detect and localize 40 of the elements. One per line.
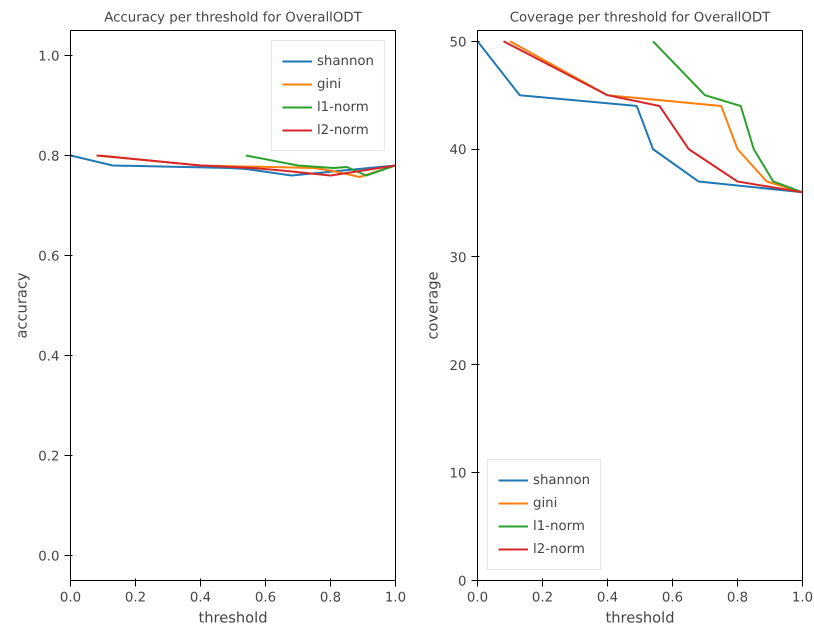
x-tick-label: 0.0 [60,590,82,606]
x-tick-label: 0.4 [596,590,618,606]
chart-title: Accuracy per threshold for OverallODT [104,10,363,26]
y-tick-label: 20 [450,358,467,374]
y-axis-title: accuracy [13,272,30,339]
y-tick-label: 0.2 [38,450,60,464]
y-tick-label: 50 [450,35,467,50]
legend-label: gini [533,496,558,510]
x-axis-title: threshold [605,610,675,626]
x-tick-label: 0.6 [254,590,276,606]
legend-label: l2-norm [533,542,585,556]
y-tick-label: 30 [450,250,467,266]
x-tick-label: 0.8 [726,590,748,606]
legend-label: shannon [316,54,374,68]
y-tick-label: 0.4 [38,350,60,364]
y-tick-label: 0.0 [38,550,60,564]
legend-label: l1-norm [316,100,369,114]
x-tick-label: 1.0 [384,590,406,606]
x-tick-label: 0.6 [662,590,684,606]
x-tick-label: 0.4 [190,590,212,606]
x-axis-title: threshold [198,610,268,626]
x-tick-label: 0.8 [320,590,342,606]
x-tick-label: 0.0 [466,590,488,606]
y-axis-title: coverage [424,271,442,340]
line-series [245,154,396,176]
chart-title: Coverage per threshold for OverallODT [510,10,772,26]
legend-label: l2-norm [316,122,369,138]
legend-label: shannon [533,472,590,488]
legend-label: gini [316,76,342,92]
x-tick-label: 0.2 [532,590,554,606]
line-series [652,40,802,194]
y-tick-label: 0.6 [38,250,60,264]
x-tick-label: 0.2 [124,590,146,606]
x-tick-label: 1.0 [792,590,814,606]
y-tick-label: 10 [450,466,467,482]
y-tick-label: 0.8 [38,150,60,164]
y-tick-label: 1.0 [38,50,60,64]
legend-label: l1-norm [533,518,585,534]
y-tick-label: 0 [458,574,467,590]
y-tick-label: 40 [450,143,467,158]
